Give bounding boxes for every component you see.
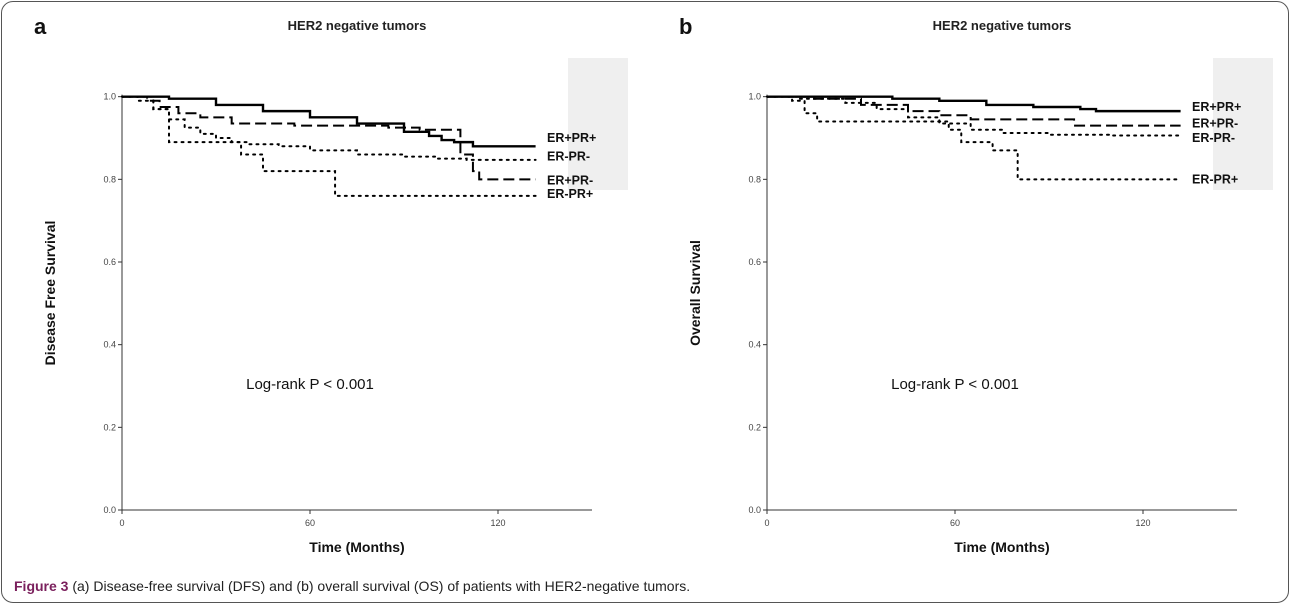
y-tick-label: 0.4 — [103, 340, 116, 350]
logrank-annotation: Log-rank P < 0.001 — [246, 376, 374, 393]
y-tick-label: 0.4 — [748, 340, 761, 350]
caption-text: (a) Disease-free survival (DFS) and (b) … — [68, 578, 691, 594]
x-tick-label: 120 — [1135, 518, 1150, 528]
series-line-erposprpos — [767, 95, 1181, 113]
y-tick-label: 0.8 — [103, 174, 116, 184]
y-tick-label: 1.0 — [748, 92, 761, 102]
series-label: ER-PR+ — [547, 187, 593, 201]
series-label: ER+PR+ — [547, 131, 596, 145]
x-tick-label: 60 — [305, 518, 315, 528]
series-line-ernegprneg — [766, 95, 1182, 137]
y-axis-label: Overall Survival — [687, 240, 703, 346]
series-label: ER-PR- — [1192, 131, 1235, 145]
y-tick-label: 0.2 — [748, 422, 761, 432]
x-tick-label: 0 — [764, 518, 769, 528]
series-label: ER+PR- — [1192, 117, 1238, 131]
series-line-erposprneg — [122, 95, 536, 181]
series-line-ernegprneg — [121, 95, 537, 161]
series-label: ER-PR+ — [1192, 172, 1238, 186]
y-tick-label: 0.6 — [103, 257, 116, 267]
legend-shade — [1213, 58, 1273, 190]
chart-title: HER2 negative tumors — [288, 18, 427, 33]
series-label: ER-PR- — [547, 150, 590, 164]
y-tick-label: 0.6 — [748, 257, 761, 267]
legend-shade — [568, 58, 628, 190]
y-tick-label: 0.0 — [103, 505, 116, 515]
panel-b-chart: b HER2 negative tumors 0.0 0.2 0.4 0.6 0.8 1.0 0… — [679, 14, 1273, 555]
logrank-annotation: Log-rank P < 0.001 — [891, 376, 1019, 393]
panel-a-chart: a HER2 negative tumors 0.0 0.2 0.4 0.6 0.8 1.0 0… — [34, 14, 628, 555]
series-line-erposprpos — [122, 95, 536, 148]
y-tick-label: 0.0 — [748, 505, 761, 515]
series-line-ernegprpos — [121, 95, 537, 197]
y-tick-label: 0.2 — [103, 422, 116, 432]
x-tick-label: 120 — [490, 518, 505, 528]
panel-label: a — [34, 14, 47, 39]
panel-label: b — [679, 14, 692, 39]
caption-label: Figure 3 — [14, 578, 69, 594]
y-axis-label: Disease Free Survival — [42, 221, 58, 366]
x-axis-label: Time (Months) — [954, 539, 1049, 555]
x-tick-label: 60 — [950, 518, 960, 528]
chart-title: HER2 negative tumors — [933, 18, 1072, 33]
x-tick-label: 0 — [119, 518, 124, 528]
y-tick-label: 1.0 — [103, 92, 116, 102]
series-label: ER+PR- — [547, 174, 593, 188]
y-tick-label: 0.8 — [748, 174, 761, 184]
series-line-ernegprpos — [766, 95, 1182, 181]
x-axis-label: Time (Months) — [309, 539, 404, 555]
figure-caption: Figure 3 (a) Disease-free survival (DFS)… — [14, 578, 690, 594]
series-label: ER+PR+ — [1192, 100, 1241, 114]
